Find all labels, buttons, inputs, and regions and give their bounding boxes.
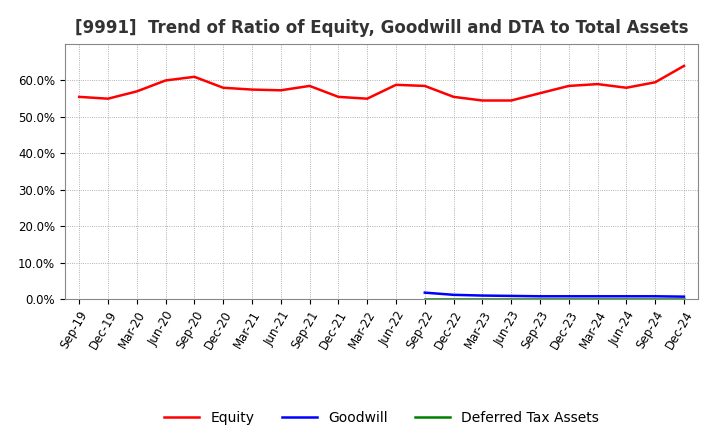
Equity	[219, 85, 228, 90]
Goodwill	[478, 293, 487, 298]
Equity	[536, 91, 544, 96]
Equity	[564, 83, 573, 88]
Deferred Tax Assets	[507, 297, 516, 302]
Equity	[190, 74, 199, 80]
Deferred Tax Assets	[564, 297, 573, 302]
Deferred Tax Assets	[680, 297, 688, 302]
Goodwill	[449, 292, 458, 297]
Equity	[420, 83, 429, 88]
Goodwill	[420, 290, 429, 295]
Deferred Tax Assets	[449, 297, 458, 302]
Line: Goodwill: Goodwill	[425, 293, 684, 297]
Legend: Equity, Goodwill, Deferred Tax Assets: Equity, Goodwill, Deferred Tax Assets	[164, 411, 599, 425]
Equity	[334, 94, 343, 99]
Title: [9991]  Trend of Ratio of Equity, Goodwill and DTA to Total Assets: [9991] Trend of Ratio of Equity, Goodwil…	[75, 19, 688, 37]
Equity	[104, 96, 112, 101]
Goodwill	[507, 293, 516, 299]
Goodwill	[680, 294, 688, 299]
Equity	[248, 87, 256, 92]
Goodwill	[536, 293, 544, 299]
Deferred Tax Assets	[536, 297, 544, 302]
Deferred Tax Assets	[420, 297, 429, 302]
Deferred Tax Assets	[651, 297, 660, 302]
Equity	[392, 82, 400, 88]
Goodwill	[564, 293, 573, 299]
Equity	[449, 94, 458, 99]
Equity	[132, 89, 141, 94]
Goodwill	[622, 293, 631, 299]
Deferred Tax Assets	[478, 297, 487, 302]
Equity	[651, 80, 660, 85]
Equity	[276, 88, 285, 93]
Equity	[593, 81, 602, 87]
Goodwill	[651, 293, 660, 299]
Deferred Tax Assets	[622, 297, 631, 302]
Equity	[507, 98, 516, 103]
Goodwill	[593, 293, 602, 299]
Line: Equity: Equity	[79, 66, 684, 100]
Equity	[75, 94, 84, 99]
Equity	[680, 63, 688, 69]
Equity	[478, 98, 487, 103]
Deferred Tax Assets	[593, 297, 602, 302]
Equity	[161, 78, 170, 83]
Equity	[363, 96, 372, 101]
Equity	[622, 85, 631, 90]
Equity	[305, 83, 314, 88]
